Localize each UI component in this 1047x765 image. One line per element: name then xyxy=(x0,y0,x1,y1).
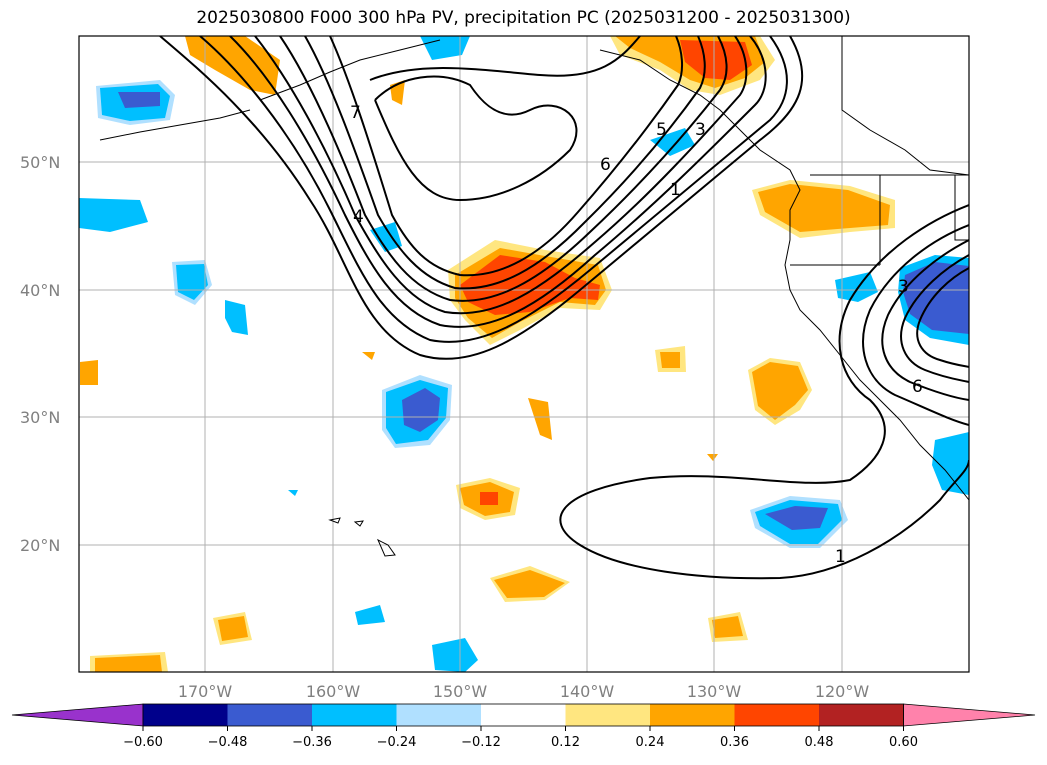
precip-positive-blob xyxy=(660,352,680,368)
chart-title: 2025030800 F000 300 hPa PV, precipitatio… xyxy=(196,8,851,28)
lon-label: 150°W xyxy=(433,682,488,701)
latitude-labels: 50°N 40°N 30°N 20°N xyxy=(20,153,60,555)
precip-negative-blob xyxy=(176,264,208,300)
precip-positive-blob xyxy=(362,352,375,360)
pv-contour xyxy=(916,267,969,368)
lon-label: 140°W xyxy=(560,682,615,701)
precip-negative-blob xyxy=(79,198,148,232)
pv-contour xyxy=(900,254,969,383)
precip-positive-blob xyxy=(480,492,498,505)
pv-contour xyxy=(881,239,969,401)
contour-labels: 7 4 6 5 3 1 3 6 1 xyxy=(350,103,923,567)
colorbar-tick-label: −0.36 xyxy=(292,735,332,750)
precip-positive-blob xyxy=(185,36,280,95)
precip-positive-blob xyxy=(758,184,890,232)
colorbar-tick-label: −0.48 xyxy=(208,735,248,750)
lat-label: 40°N xyxy=(20,281,60,300)
colorbar-extend-low xyxy=(11,703,144,727)
pv-contour xyxy=(279,36,728,302)
contour-label: 7 xyxy=(350,103,361,123)
precip-negative-blob xyxy=(402,388,440,432)
colorbar-tick-label: −0.12 xyxy=(461,735,501,750)
pv-contour xyxy=(304,36,706,290)
precip-positive-blob xyxy=(712,616,743,638)
colorbar-tick-label: 0.60 xyxy=(889,735,918,750)
colorbar-tick-label: 0.36 xyxy=(720,735,749,750)
colorbar-tick-label: 0.12 xyxy=(551,735,580,750)
precip-negative-blob xyxy=(225,300,248,335)
colorbar-segment xyxy=(565,704,650,726)
pv-contour xyxy=(369,36,641,81)
pv-contour xyxy=(374,75,578,202)
contour-label: 1 xyxy=(835,547,846,567)
precip-negative-blob xyxy=(835,272,878,302)
contour-label: 6 xyxy=(912,377,923,397)
pv-contour xyxy=(254,36,748,315)
pv-contour xyxy=(199,36,788,343)
precip-positive-blob xyxy=(680,40,752,80)
lon-label: 170°W xyxy=(178,682,233,701)
colorbar-tick-label: −0.24 xyxy=(377,735,417,750)
precip-positive-blob xyxy=(95,655,162,672)
colorbar-segment xyxy=(312,704,397,726)
colorbar-segment xyxy=(481,704,566,726)
precip-negative-blob xyxy=(370,222,402,252)
colorbar: −0.60 −0.48 −0.36 −0.24 −0.12 0.12 0.24 0.36 0.4… xyxy=(11,703,1036,750)
precip-positive-blob xyxy=(494,570,565,598)
pv-contour xyxy=(229,36,767,328)
pv-contours xyxy=(159,36,969,580)
colorbar-segment xyxy=(734,704,819,726)
colorbar-segment xyxy=(227,704,312,726)
precip-negative-blob xyxy=(288,490,298,496)
colorbar-segment xyxy=(650,704,735,726)
lon-label: 130°W xyxy=(687,682,742,701)
precip-positive-blob xyxy=(460,255,600,315)
contour-label: 3 xyxy=(695,120,706,140)
precip-positive-blob xyxy=(218,616,248,641)
map-frame xyxy=(78,35,970,673)
map-panel xyxy=(79,36,969,672)
precip-negative-blob xyxy=(118,92,160,108)
lon-label: 160°W xyxy=(306,682,361,701)
precip-positive-blob xyxy=(752,362,808,420)
contour-label: 5 xyxy=(656,120,667,140)
contour-label: 1 xyxy=(670,180,681,200)
colorbar-tick-label: −0.60 xyxy=(123,735,163,750)
precip-shading xyxy=(79,36,969,672)
precip-negative-blob xyxy=(432,638,478,672)
colorbar-tick-label: 0.48 xyxy=(805,735,834,750)
colorbar-frame xyxy=(142,703,904,727)
contour-label: 4 xyxy=(353,207,364,227)
pv-contour xyxy=(159,36,804,360)
precip-negative-blob xyxy=(932,432,969,495)
contour-label: 3 xyxy=(898,277,909,297)
precip-positive-blob xyxy=(80,360,98,385)
pv-contour xyxy=(329,36,684,277)
lat-label: 50°N xyxy=(20,153,60,172)
colorbar-segment xyxy=(143,704,228,726)
pv-contour xyxy=(559,204,969,580)
precip-positive-blob xyxy=(707,454,718,461)
longitude-labels: 170°W 160°W 150°W 140°W 130°W 120°W xyxy=(178,682,870,701)
pv-contour xyxy=(862,224,969,426)
lat-label: 30°N xyxy=(20,408,60,427)
lat-label: 20°N xyxy=(20,536,60,555)
colorbar-segment xyxy=(396,704,481,726)
precip-negative-blob xyxy=(765,506,828,530)
contour-label: 6 xyxy=(600,155,611,175)
precip-negative-blob xyxy=(355,605,385,625)
colorbar-tick-label: 0.24 xyxy=(636,735,665,750)
colorbar-extend-high xyxy=(903,703,1036,727)
colorbar-segment xyxy=(819,704,904,726)
lon-label: 120°W xyxy=(815,682,870,701)
grid-lines xyxy=(79,36,969,672)
precip-negative-blob xyxy=(903,262,969,334)
precip-positive-blob xyxy=(528,398,552,440)
